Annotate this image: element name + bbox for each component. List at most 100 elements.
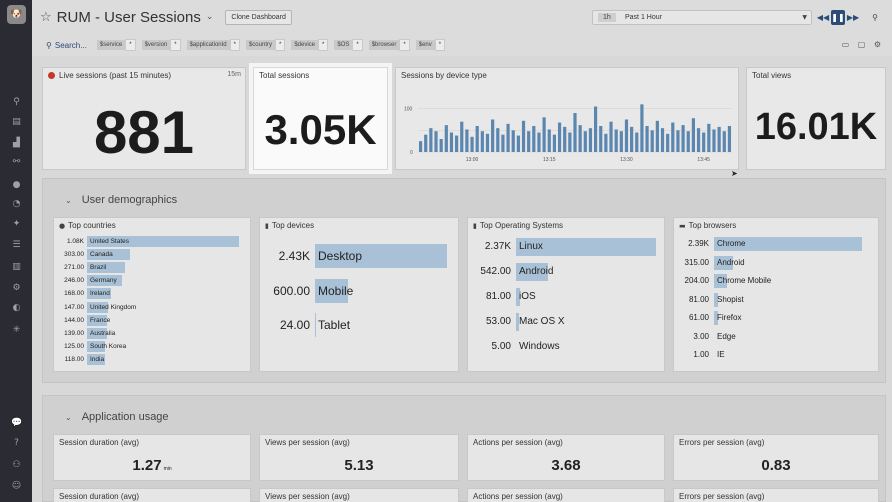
- chart-bar[interactable]: [516, 135, 520, 152]
- chart-bar[interactable]: [424, 134, 428, 152]
- chart-bar[interactable]: [527, 131, 531, 152]
- group-header[interactable]: ⌄ User demographics: [65, 194, 177, 206]
- list-item[interactable]: 24.00 Tablet: [260, 313, 458, 337]
- shield-icon[interactable]: ◐: [12, 303, 21, 313]
- chart-bar[interactable]: [480, 131, 484, 152]
- template-variable[interactable]: $OS *: [334, 39, 363, 51]
- chart-bar[interactable]: [557, 122, 562, 152]
- forward-icon[interactable]: ▶▶: [846, 13, 860, 22]
- chart-bar[interactable]: [712, 129, 716, 152]
- chart-bar[interactable]: [619, 131, 623, 152]
- chart-bar[interactable]: [552, 134, 557, 152]
- list-item[interactable]: 1.00 IE: [674, 348, 878, 362]
- dashboard-view-icons[interactable]: ▭ ▢ ⚙: [841, 40, 884, 49]
- list-item[interactable]: 125.00 South Korea: [54, 340, 250, 352]
- chart-bar[interactable]: [660, 128, 665, 152]
- list-item[interactable]: 303.00 Canada: [54, 249, 250, 261]
- chart-bar[interactable]: [485, 133, 490, 152]
- chart-bar[interactable]: [521, 120, 526, 152]
- chart-bar[interactable]: [449, 132, 454, 153]
- list-item[interactable]: 204.00 Chrome Mobile: [674, 274, 878, 288]
- chart-bar[interactable]: [655, 120, 659, 152]
- chart-bar[interactable]: [691, 118, 695, 152]
- pause-icon[interactable]: ❚❚: [831, 10, 845, 25]
- list-item[interactable]: 5.00 Windows: [468, 338, 664, 356]
- chart-bar[interactable]: [640, 104, 644, 152]
- chart-bar[interactable]: [727, 126, 732, 152]
- chart-bar[interactable]: [568, 132, 572, 153]
- template-search[interactable]: ⚲ Search...: [46, 41, 87, 50]
- list-item[interactable]: 2.43K Desktop: [260, 244, 458, 268]
- sparkle-icon[interactable]: ✳: [12, 325, 21, 335]
- search-icon[interactable]: ⚲: [872, 13, 878, 22]
- template-variable[interactable]: $service *: [96, 39, 136, 51]
- chart-bar[interactable]: [645, 126, 649, 152]
- chart-bar[interactable]: [439, 139, 443, 152]
- chart-bar[interactable]: [532, 126, 536, 152]
- chart-bar[interactable]: [588, 128, 593, 152]
- chart-bar[interactable]: [681, 125, 685, 152]
- list-item[interactable]: 81.00 Shopist: [674, 292, 878, 307]
- list-item[interactable]: 139.00 Australia: [54, 327, 250, 339]
- list-item[interactable]: 600.00 Mobile: [260, 278, 458, 303]
- chart-bar[interactable]: [707, 123, 711, 152]
- list-item[interactable]: 118.00 India: [54, 353, 250, 365]
- chart-bar[interactable]: [630, 126, 634, 152]
- alert-icon[interactable]: ●: [12, 180, 21, 190]
- puzzle-icon[interactable]: ✦: [12, 219, 21, 229]
- monitor-icon[interactable]: ▤: [12, 117, 21, 127]
- list-item[interactable]: 271.00 Brazil: [54, 262, 250, 274]
- time-range-selector[interactable]: 1h Past 1 Hour ▼: [592, 10, 812, 25]
- chart-bar[interactable]: [491, 119, 495, 153]
- chart-bar[interactable]: [583, 131, 587, 152]
- chart-bar[interactable]: [666, 133, 670, 152]
- chart-bar[interactable]: [542, 117, 546, 152]
- template-variable[interactable]: $env *: [415, 39, 446, 51]
- list-item[interactable]: 2.37K Linux: [468, 238, 664, 256]
- star-icon[interactable]: ☆: [40, 9, 52, 25]
- chart-bar[interactable]: [537, 132, 541, 153]
- clone-dashboard-button[interactable]: Clone Dashboard: [225, 9, 292, 25]
- list-item[interactable]: 168.00 Ireland: [54, 288, 250, 300]
- template-variable[interactable]: $device *: [291, 39, 329, 51]
- chart-bar[interactable]: [609, 121, 613, 152]
- list-item[interactable]: 53.00 Mac OS X: [468, 313, 664, 331]
- chart-bar[interactable]: [460, 121, 464, 152]
- chart-bar[interactable]: [418, 141, 423, 152]
- chart-bar[interactable]: [722, 131, 726, 152]
- chart-bar[interactable]: [475, 126, 479, 152]
- chat-icon[interactable]: 💬: [11, 418, 23, 428]
- list-icon[interactable]: ☰: [12, 240, 21, 250]
- chart-bar[interactable]: [470, 136, 474, 152]
- list-item[interactable]: 81.00 iOS: [468, 288, 664, 306]
- list-item[interactable]: 246.00 Germany: [54, 275, 250, 287]
- datadog-logo[interactable]: 🐶: [7, 5, 26, 24]
- chart-bar[interactable]: [578, 125, 582, 152]
- chart-bar[interactable]: [686, 131, 690, 152]
- chart-bar[interactable]: [511, 130, 515, 152]
- chart-bar[interactable]: [547, 129, 551, 152]
- chart-bar[interactable]: [702, 132, 706, 153]
- chart-bar[interactable]: [593, 106, 598, 153]
- list-item[interactable]: 315.00 Android: [674, 255, 878, 270]
- chart-bar[interactable]: [717, 126, 721, 152]
- chevron-down-icon[interactable]: ⌄: [205, 12, 214, 22]
- list-item[interactable]: 2.39K Chrome: [674, 237, 878, 251]
- template-variable[interactable]: $country *: [245, 39, 286, 51]
- template-variable[interactable]: $applicationId *: [186, 39, 240, 51]
- rewind-icon[interactable]: ◀◀: [816, 13, 830, 22]
- chart-bar[interactable]: [573, 113, 577, 152]
- chart-bar[interactable]: [671, 122, 675, 152]
- chart-bar[interactable]: [650, 130, 654, 152]
- chart-bar[interactable]: [696, 128, 701, 152]
- network-icon[interactable]: ⚯: [12, 157, 21, 167]
- chart-bar[interactable]: [563, 126, 567, 152]
- chart-bar[interactable]: [599, 126, 603, 152]
- help-icon[interactable]: ?: [14, 438, 19, 448]
- binoculars-icon[interactable]: ⚲: [13, 97, 20, 107]
- chart-bar[interactable]: [465, 129, 469, 152]
- chart-bar[interactable]: [455, 135, 459, 152]
- list-item[interactable]: 3.00 Edge: [674, 330, 878, 344]
- chart-bar[interactable]: [614, 129, 618, 152]
- gear-icon[interactable]: ⚙: [12, 283, 21, 293]
